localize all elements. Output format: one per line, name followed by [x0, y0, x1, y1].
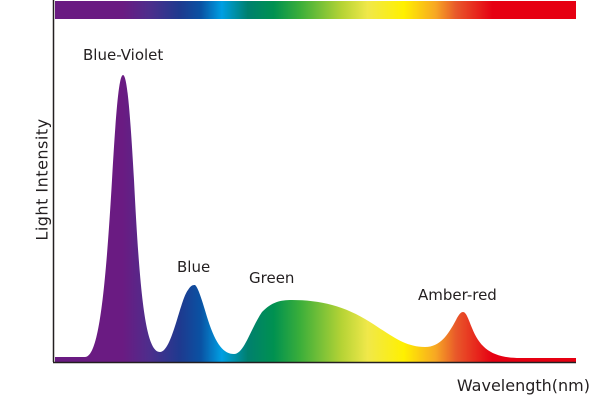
y-axis-label: Light Intensity — [32, 118, 52, 241]
x-axis-label: Wavelength(nm) — [456, 376, 590, 395]
peak-label-amber-red: Amber-red — [418, 286, 497, 304]
spectrum-curve — [55, 75, 576, 362]
spectrum-bar — [55, 1, 576, 19]
peak-label-blue: Blue — [177, 258, 211, 276]
peak-label-blue-violet: Blue-Violet — [83, 46, 164, 64]
peak-label-green: Green — [249, 269, 295, 287]
